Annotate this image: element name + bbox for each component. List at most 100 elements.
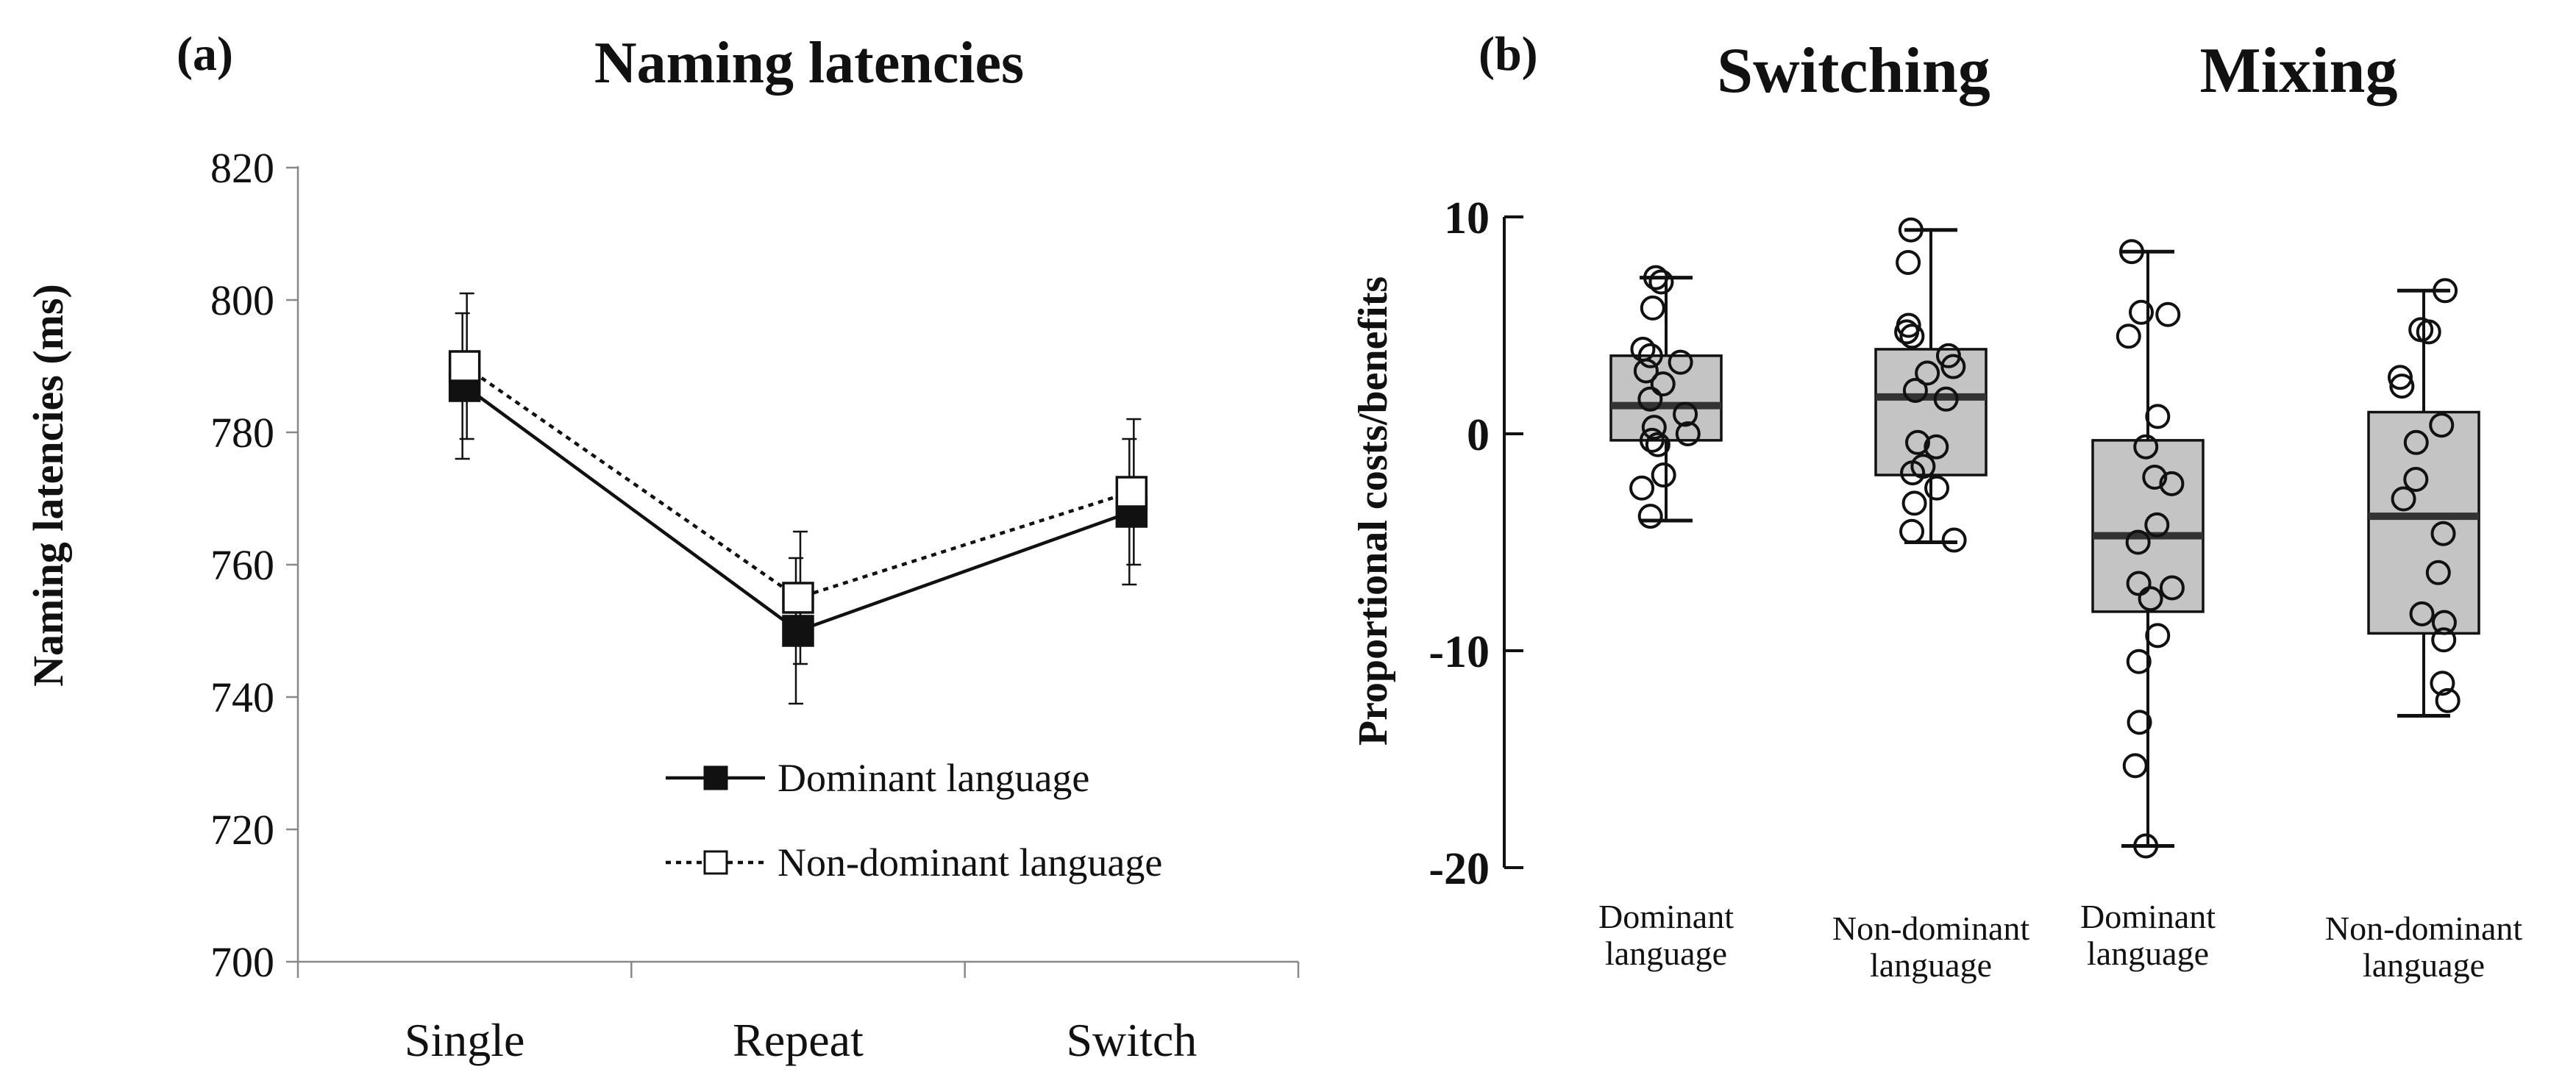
data-point <box>1933 386 1959 412</box>
y-tick-label: 0 <box>1467 410 1490 460</box>
x-category-label: Non-dominant <box>1832 910 2030 947</box>
data-point <box>1633 358 1659 384</box>
y-tick-label: 720 <box>210 806 274 854</box>
y-tick-label: 700 <box>210 938 274 986</box>
legend-marker <box>703 765 728 790</box>
legend-marker <box>703 850 728 875</box>
y-tick-label: 760 <box>210 541 274 589</box>
data-point <box>2122 753 2148 779</box>
y-tick-label: 800 <box>210 276 274 324</box>
data-point <box>2403 429 2429 455</box>
box <box>2367 410 2480 635</box>
data-point <box>2389 374 2415 399</box>
data-point <box>2430 521 2456 546</box>
data-point <box>1643 265 1668 290</box>
data-point <box>1902 378 1928 403</box>
data-point <box>2116 324 2141 349</box>
panel-a-y-axis-label: Naming latencies (ms) <box>24 284 72 687</box>
data-point <box>2403 466 2429 492</box>
x-category-label: language <box>2363 946 2485 984</box>
data-point <box>1905 429 1931 455</box>
x-category-label: language <box>1605 935 1727 972</box>
data-point <box>1941 527 1967 553</box>
panel-b-y-axis-label: Proportional costs/benefits <box>1351 276 1396 746</box>
data-point <box>1940 354 1966 379</box>
panel-a-title: Naming latencies <box>594 31 1024 96</box>
data-point <box>1924 475 1950 501</box>
box <box>1874 348 1988 476</box>
y-tick-label: -10 <box>1428 627 1490 677</box>
x-tick-label: Repeat <box>733 1014 864 1066</box>
data-point <box>1675 421 1701 446</box>
series-line-1 <box>463 365 1133 600</box>
data-point <box>2159 575 2185 601</box>
data-point <box>2430 671 2455 696</box>
data-point <box>1915 360 1940 386</box>
data-point <box>1640 295 1665 321</box>
data-point <box>2159 471 2185 496</box>
data-point <box>1673 401 1698 427</box>
data-point <box>2145 623 2171 649</box>
data-point <box>1899 324 1925 349</box>
data-point <box>1648 269 1674 295</box>
data-point <box>1894 319 1920 345</box>
data-point <box>2138 586 2163 612</box>
data-point <box>2155 301 2181 327</box>
data-point <box>1924 434 1949 460</box>
data-point <box>2128 299 2154 325</box>
x-category-label: Non-dominant <box>2325 910 2523 947</box>
x-tick-label: Single <box>405 1014 525 1066</box>
data-point <box>1629 475 1655 501</box>
data-point <box>1115 476 1148 508</box>
data-point <box>2145 404 2171 429</box>
x-category-label: Dominant <box>1598 898 1734 935</box>
panel-b-plot: 100-10-20DominantlanguageNon-dominantlan… <box>1428 193 2522 984</box>
y-tick-label: 820 <box>210 144 274 192</box>
data-point <box>2142 465 2168 490</box>
data-point <box>1899 518 1925 544</box>
data-point <box>1935 343 1961 368</box>
panel-a-plot: 700 720 740 760 780 800 820 Single Repeat Switch D… <box>210 144 1300 1066</box>
y-tick-label: 780 <box>210 409 274 457</box>
x-category-label: language <box>1870 946 1992 984</box>
data-point <box>2431 610 2457 635</box>
data-point <box>1900 460 1926 486</box>
data-point <box>1637 504 1663 529</box>
data-point <box>782 615 814 647</box>
x-tick-label: Switch <box>1066 1014 1197 1066</box>
data-point <box>782 582 814 614</box>
data-point <box>1901 490 1927 516</box>
legend-label: Non-dominant language <box>778 840 1162 885</box>
data-point <box>2429 412 2455 438</box>
data-point <box>1668 349 1693 375</box>
data-point <box>1898 217 1924 243</box>
data-point <box>2431 627 2457 653</box>
data-point <box>2391 486 2416 512</box>
data-point <box>2409 601 2435 626</box>
panel-b-letter: (b) <box>1479 27 1538 81</box>
data-point <box>2125 529 2151 555</box>
data-point <box>2144 512 2170 537</box>
y-tick-label: -20 <box>1428 844 1490 894</box>
y-tick-label: 10 <box>1444 193 1490 243</box>
data-point <box>1651 462 1676 488</box>
data-point <box>2127 710 2152 735</box>
panel-b-group-title-switching: Switching <box>1717 35 1990 107</box>
data-point <box>2435 687 2461 713</box>
data-point <box>2133 434 2159 460</box>
data-point <box>1639 427 1665 453</box>
data-point <box>2133 833 2159 859</box>
data-point <box>448 350 481 382</box>
y-tick-label: 740 <box>210 674 274 721</box>
data-point <box>1641 415 1667 440</box>
data-point <box>1637 386 1663 412</box>
data-point <box>1637 343 1663 368</box>
panel-b-group-title-mixing: Mixing <box>2200 35 2398 107</box>
data-point <box>2126 649 2152 674</box>
data-point <box>1645 432 1671 457</box>
data-point <box>2118 239 2144 265</box>
x-category-label: language <box>2087 935 2209 972</box>
legend-label: Dominant language <box>778 756 1089 800</box>
data-point <box>1896 249 1921 275</box>
